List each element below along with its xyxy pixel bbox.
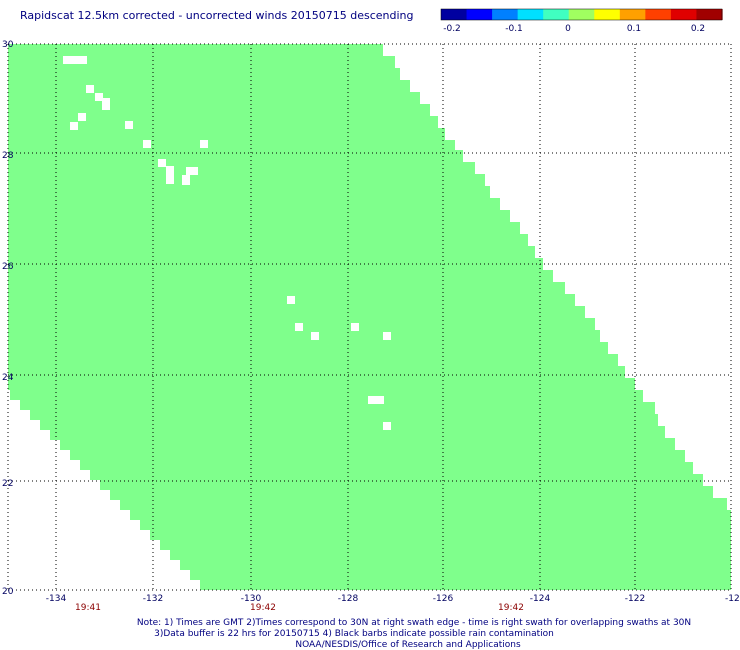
swath-time: 19:41 [75,603,101,613]
missing-cell [287,296,295,304]
swath-region [8,44,731,590]
missing-cell [166,166,174,184]
missing-cell [70,122,78,130]
colorbar-segment [543,9,570,20]
missing-cell [143,140,151,148]
longitude-label: -130 [241,594,262,604]
graticule [7,43,732,591]
missing-cell [383,332,391,340]
colorbar-tick-labels: -0.2 -0.1 0 0.1 0.2 [443,24,705,34]
colorbar [440,8,723,21]
colorbar-segment [466,9,493,20]
missing-cell [158,159,166,167]
colorbar-segment [441,9,468,20]
colorbar-border [440,8,723,21]
latitude-label: 30 [2,40,14,50]
missing-cell [125,121,133,129]
colorbar-tick-label: 0 [565,24,571,34]
colorbar-segment [696,9,723,20]
longitude-label: -132 [143,594,163,604]
swath-times: 19:41 19:42 19:42 [75,603,524,613]
missing-cell [311,332,319,340]
colorbar-segment [645,9,672,20]
footnote-line: NOAA/NESDIS/Office of Research and Appli… [295,640,521,650]
latitude-labels: 30 28 26 24 22 20 [2,40,14,597]
longitude-label: -124 [530,594,551,604]
colorbar-segment [517,9,544,20]
latitude-label: 20 [2,587,14,597]
missing-cell [86,85,94,93]
swath-time: 19:42 [250,603,276,613]
latitude-label: 26 [2,262,14,272]
colorbar-segment [594,9,621,20]
missing-cell [95,93,103,101]
longitude-label: -12 [725,594,740,604]
latitude-label: 24 [2,373,14,383]
longitude-labels: -134 -132 -130 -128 -126 -124 -122 -12 [46,594,740,604]
swath-time: 19:42 [498,603,524,613]
footnote-line: Note: 1) Times are GMT 2)Times correspon… [137,618,691,628]
missing-cell [182,175,190,185]
colorbar-tick-label: 0.2 [691,24,705,34]
missing-cell [63,56,87,64]
colorbar-tick-label: 0.1 [627,24,641,34]
missing-cell [383,422,391,430]
footnote-line: 3)Data buffer is 22 hrs for 20150715 4) … [154,629,554,639]
colorbar-tick-label: -0.2 [443,24,461,34]
colorbar-tick-label: -0.1 [505,24,523,34]
missing-cell [78,113,86,121]
missing-cell [186,167,198,175]
longitude-label: -126 [433,594,454,604]
missing-cell [368,396,384,404]
missing-cell [351,323,359,331]
footnotes: Note: 1) Times are GMT 2)Times correspon… [137,618,691,650]
missing-data-cells [63,56,391,430]
map-title: Rapidscat 12.5km corrected - uncorrected… [20,9,413,22]
missing-cell [295,323,303,331]
colorbar-segment [670,9,698,20]
longitude-label: -122 [625,594,645,604]
latitude-label: 22 [2,479,13,489]
longitude-label: -134 [46,594,67,604]
missing-cell [200,140,208,148]
longitude-label: -128 [338,594,359,604]
colorbar-segment [619,9,646,20]
latitude-label: 28 [2,151,14,161]
missing-cell [102,98,110,110]
colorbar-segment [568,9,595,20]
colorbar-segment [492,9,519,20]
